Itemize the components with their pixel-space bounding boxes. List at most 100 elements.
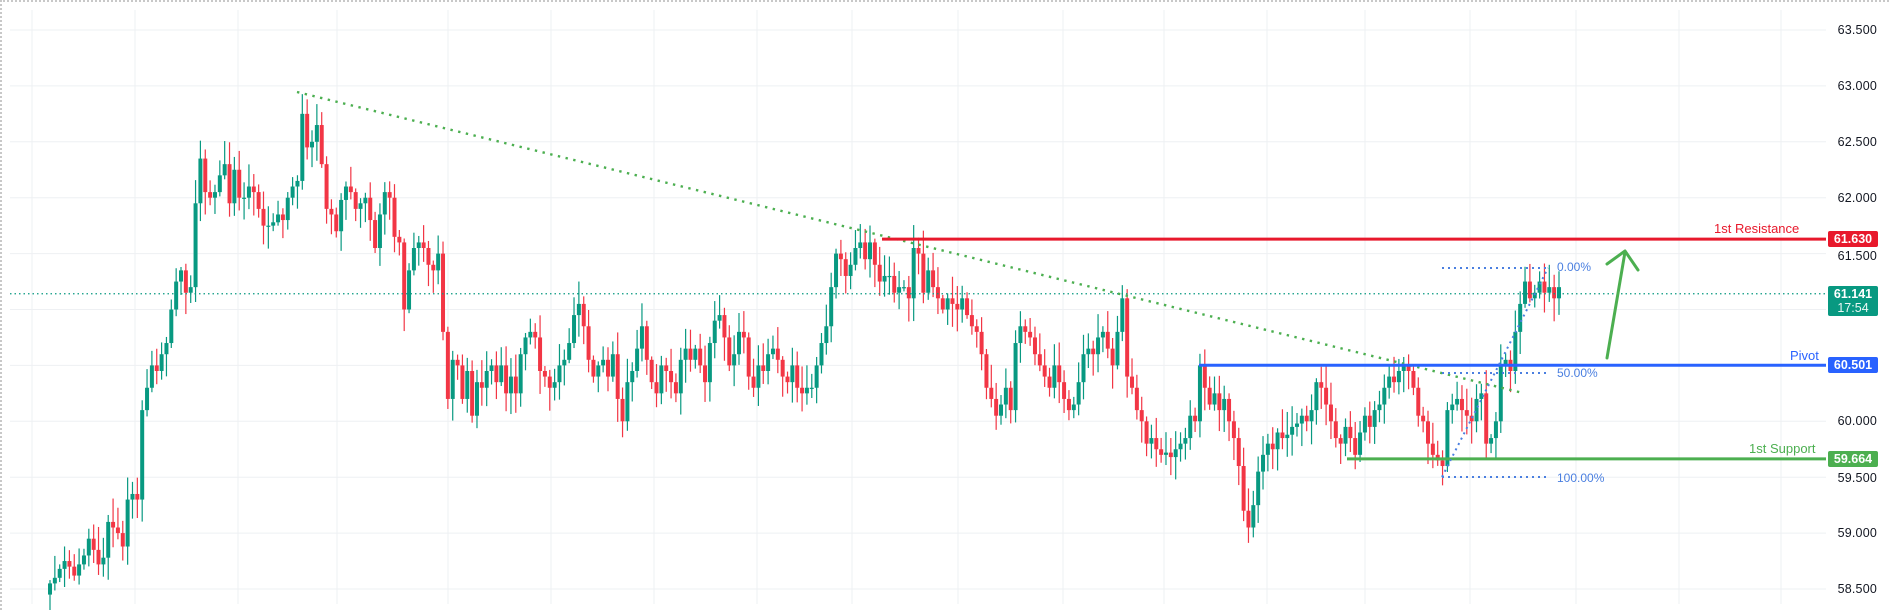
candle-down [1168,452,1173,458]
candle-up [212,192,217,198]
candle-up [290,186,295,198]
candle-up [639,326,644,349]
candle-down [1066,398,1071,411]
candle-up [188,287,193,293]
candle-down [154,365,159,371]
candle-down [397,236,402,243]
candle-up [790,365,795,383]
candle-down [1032,337,1037,355]
candle-down [780,359,785,377]
candle-up [1188,415,1193,439]
candle-down [649,359,654,383]
candle-down [669,370,674,383]
resistance-price-tag: 61.630 [1828,231,1878,247]
candle-up [484,370,489,388]
candle-up [343,186,348,200]
candle-down [455,359,460,366]
candle-down [1552,287,1557,299]
candle-up [149,365,154,388]
candle-down [348,186,353,193]
fib-label-0: 0.00% [1557,260,1592,274]
candle-down [761,365,766,371]
candle-down [533,331,538,338]
candle-up [1489,438,1494,444]
candle-up [140,410,145,500]
candle-down [979,331,984,355]
candle-up [732,354,737,366]
candle-down [581,303,586,327]
candle-down [373,220,378,249]
candle-up [450,359,455,399]
candle-up [523,337,528,355]
candle-down [1527,281,1532,299]
candle-up [1547,287,1552,293]
candle-up [164,343,169,355]
candle-up [858,242,863,249]
candle-down [1042,365,1047,377]
candle-up [232,169,237,204]
candle-up [285,197,290,221]
candle-down [1430,443,1435,455]
candle-down [1469,415,1474,422]
candle-up [1382,387,1387,405]
candle-up [756,365,761,388]
candle-down [1227,398,1232,422]
candle-up [736,331,741,355]
candle-down [1110,348,1115,366]
candle-up [1474,398,1479,422]
candle-down [1246,510,1251,528]
candle-down [615,354,620,399]
candle-up [567,343,572,360]
candle-up [848,264,853,276]
pivot-price-tag: 60.501 [1828,357,1878,373]
candle-down [1425,421,1430,444]
axis-label-62500: 62.500 [1837,135,1877,149]
candle-up [145,387,150,411]
candle-up [814,365,819,388]
candle-up [1518,303,1523,332]
candle-down [664,365,669,371]
candle-up [659,365,664,394]
candle-down [1411,370,1416,388]
candle-down [872,242,877,265]
candle-up [1537,281,1542,293]
candle-down [644,326,649,360]
candle-up [436,253,441,271]
candle-down [741,331,746,338]
candle-up [1450,404,1455,411]
current-price: 61.141 [1833,287,1873,301]
candle-down [392,197,397,237]
candle-down [1542,281,1547,293]
candle-up [625,382,630,422]
candle-up [314,125,319,142]
candle-up [508,376,513,394]
candle-down [1440,460,1445,467]
candle-up [1513,331,1518,371]
candle-up [411,248,416,271]
candle-up [276,214,281,223]
candle-down [1367,415,1372,427]
candle-up [707,343,712,383]
candle-up [901,287,906,289]
candle-up [911,248,916,299]
candle-up [62,561,67,569]
candle-down [727,337,732,366]
candle-down [698,348,703,366]
candle-down [387,192,392,198]
candle-down [431,264,436,271]
candle-down [1028,331,1033,338]
candle-down [1392,376,1397,383]
candle-up [198,158,203,204]
candle-down [72,566,77,576]
candle-down [368,197,373,221]
drawings[interactable] [10,90,1826,478]
candle-up [489,365,494,371]
candle-down [470,370,475,416]
candle-up [897,287,902,293]
candle-up [1212,393,1217,405]
candle-down [183,270,188,293]
candle-down [1193,415,1198,422]
candle-down [1270,443,1275,450]
